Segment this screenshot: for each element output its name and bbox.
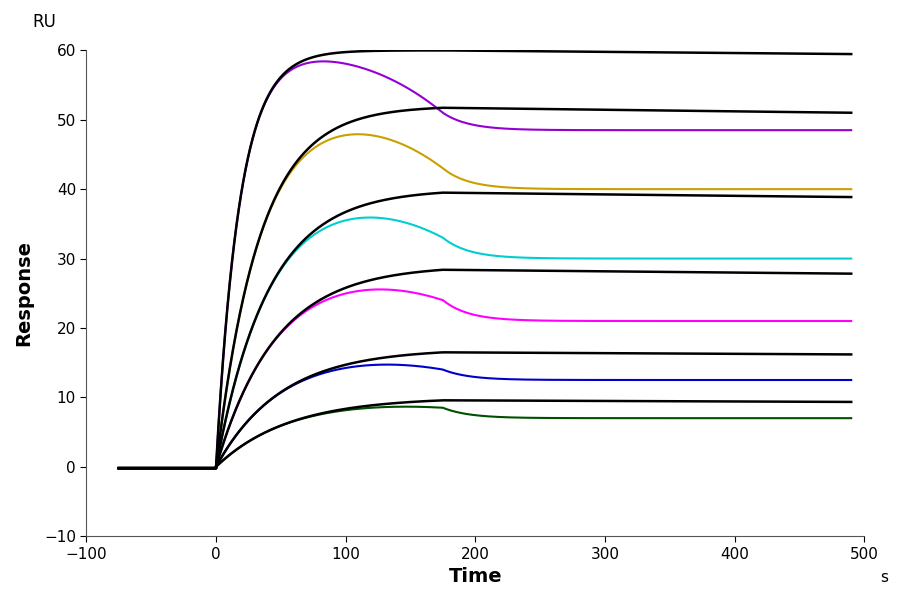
X-axis label: Time: Time bbox=[448, 567, 502, 586]
Text: RU: RU bbox=[32, 13, 56, 31]
Text: s: s bbox=[879, 570, 887, 585]
Y-axis label: Response: Response bbox=[14, 240, 33, 346]
